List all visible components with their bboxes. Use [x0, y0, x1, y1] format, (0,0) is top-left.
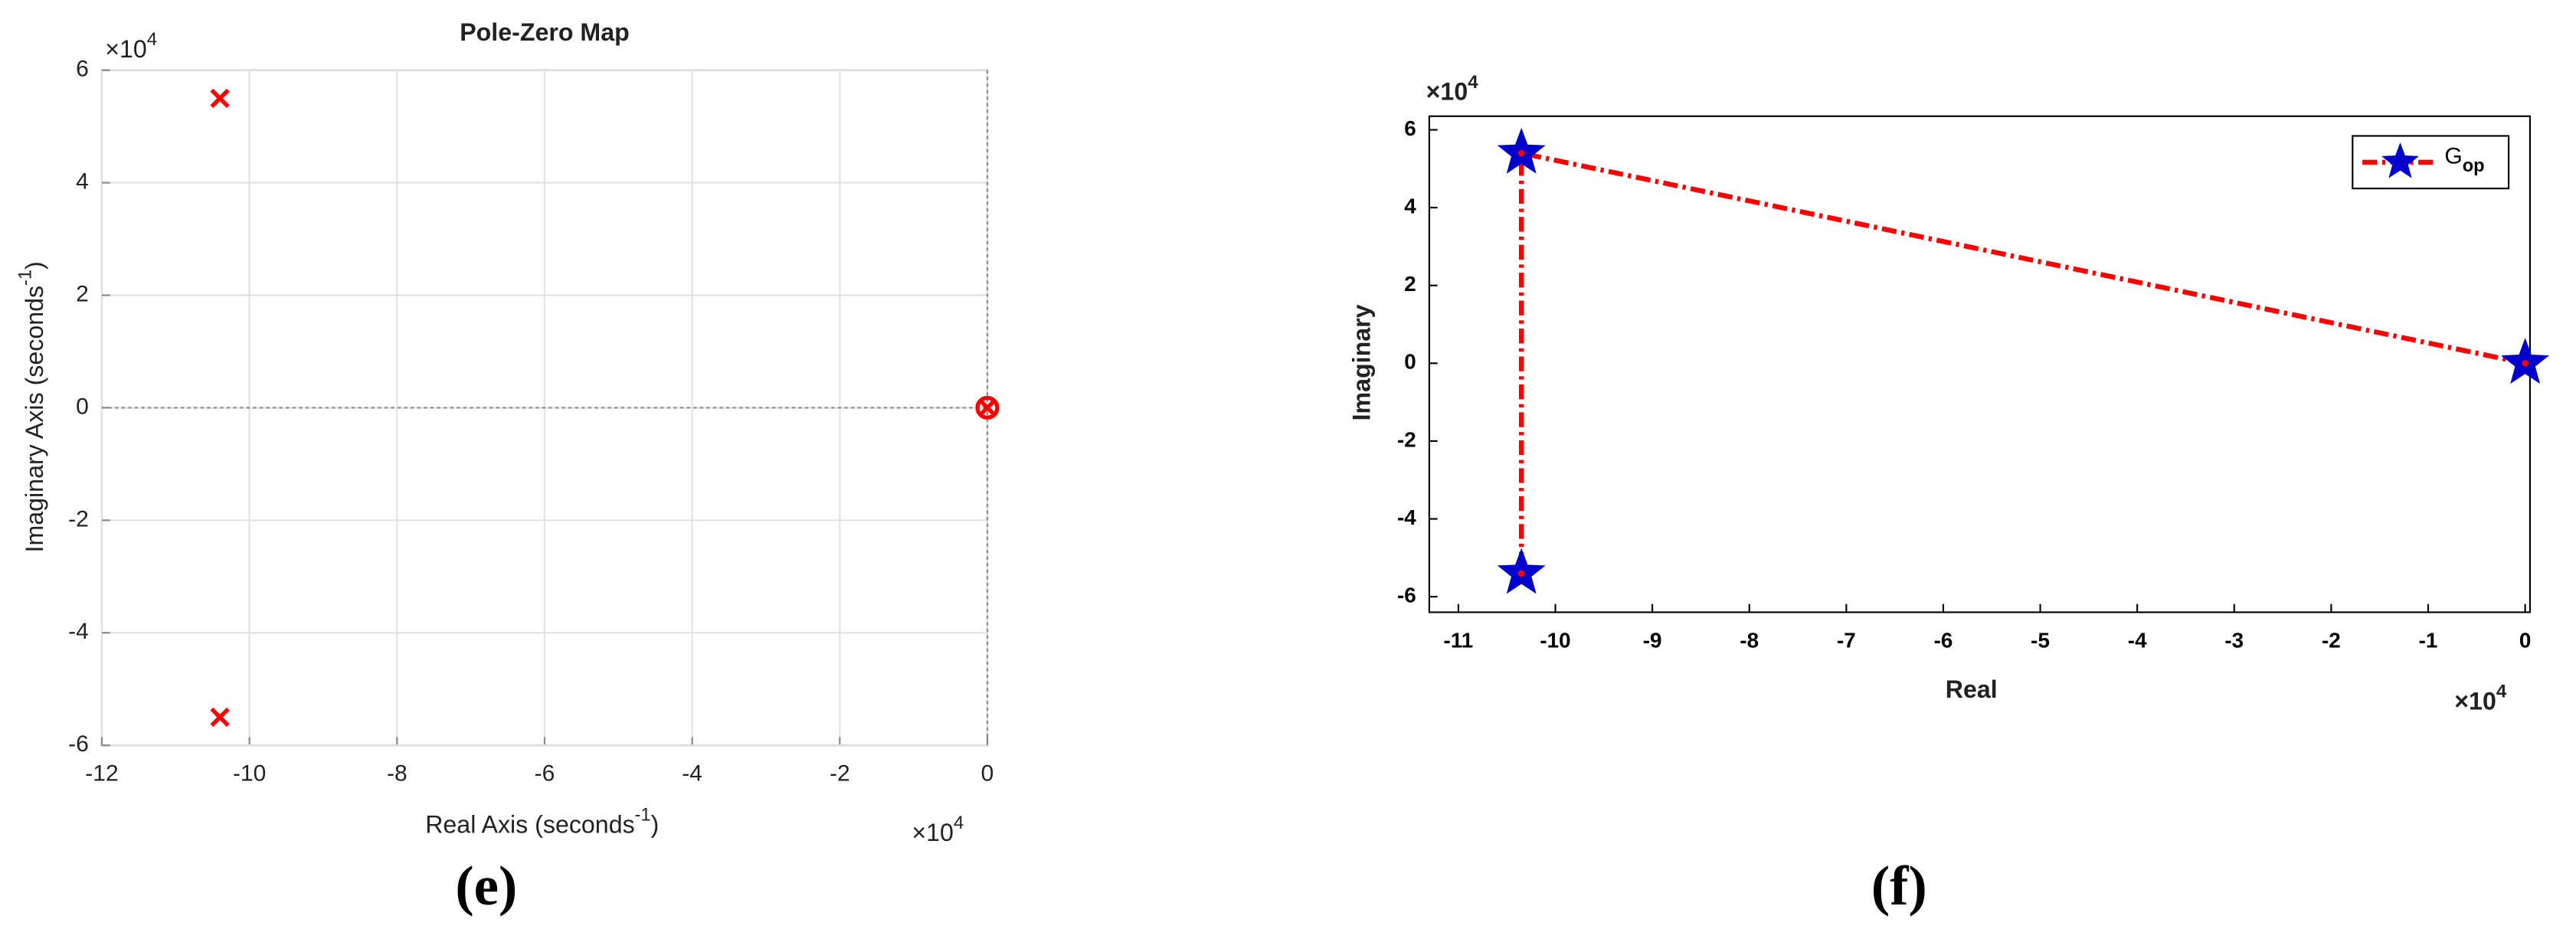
x-tick-label: -2	[830, 761, 850, 787]
x-tick-label: -6	[1934, 628, 1953, 652]
pole-marker	[977, 397, 997, 418]
label-part: )	[651, 810, 660, 838]
multiplier-base: ×10	[1426, 77, 1468, 105]
x-tick-label: -11	[1444, 628, 1474, 652]
x-tick-label: 0	[981, 761, 994, 787]
x-axis-label: Real Axis (seconds-1)	[425, 805, 659, 838]
y-axis-label: Imaginary Axis (seconds-1)	[15, 261, 48, 552]
x-tick-label: -10	[233, 761, 266, 787]
pole-marker	[210, 707, 230, 728]
zero-marker	[975, 395, 1000, 420]
label-superscript: -1	[635, 805, 651, 825]
star-center	[1517, 149, 1525, 157]
axis-multiplier: ×104	[105, 29, 157, 62]
x-tick-label: -8	[387, 761, 408, 787]
y-tick-label: 0	[76, 394, 89, 419]
axis-multiplier: ×104	[2454, 682, 2507, 715]
label-part: Real Axis (seconds	[425, 810, 634, 838]
label-part: Imaginary Axis (seconds	[21, 286, 48, 553]
x-tick-label: -7	[1837, 628, 1856, 652]
star-center	[1517, 570, 1525, 577]
y-tick-label: 2	[1404, 272, 1416, 296]
label-part: )	[21, 261, 48, 270]
caption: (e)	[455, 855, 517, 917]
axis-multiplier: ×104	[912, 813, 964, 846]
multiplier-exponent: 4	[1468, 72, 1478, 93]
multiplier-base: ×10	[2454, 687, 2496, 715]
y-axis-label: Imaginary	[1348, 304, 1376, 420]
x-tick-label: -10	[1540, 628, 1570, 652]
y-tick-label: -6	[1397, 583, 1416, 607]
multiplier-exponent: 4	[954, 813, 964, 834]
multiplier-exponent: 4	[2496, 682, 2507, 702]
multiplier-base: ×10	[912, 818, 954, 846]
x-tick-label: -1	[2419, 628, 2438, 652]
legend-star	[2381, 142, 2419, 178]
y-tick-label: 4	[76, 169, 89, 195]
y-tick-label: 0	[1404, 350, 1416, 374]
star-center	[2522, 360, 2529, 367]
multiplier-base: ×10	[105, 34, 147, 62]
x-tick-label: -4	[2128, 628, 2147, 652]
y-tick-label: 6	[1404, 116, 1416, 140]
y-tick-label: 2	[76, 281, 89, 306]
multiplier-exponent: 4	[147, 29, 157, 50]
y-tick-label: 4	[1404, 194, 1416, 218]
x-tick-label: -12	[85, 761, 118, 787]
label-superscript: -1	[15, 270, 35, 286]
y-tick-label: -4	[68, 619, 89, 644]
legend-subscript: op	[2463, 155, 2485, 175]
x-tick-label: -4	[682, 761, 702, 787]
x-tick-label: 0	[2519, 628, 2532, 652]
plot-area	[1428, 115, 2532, 613]
legend-label: Gop	[2444, 143, 2484, 175]
chart-title: Pole-Zero Map	[460, 18, 630, 46]
axis-multiplier: ×104	[1426, 72, 1479, 105]
x-tick-label: -5	[2031, 628, 2050, 652]
legend-name: G	[2444, 143, 2462, 168]
pole-marker	[210, 88, 230, 109]
y-tick-label: -2	[68, 506, 89, 532]
x-tick-label: -2	[2322, 628, 2341, 652]
x-tick-label: -9	[1643, 628, 1662, 652]
x-tick-label: -8	[1740, 628, 1759, 652]
y-tick-label: 6	[76, 57, 89, 82]
caption: (f)	[1871, 855, 1927, 917]
y-tick-label: -2	[1397, 427, 1416, 451]
y-tick-label: -6	[68, 731, 89, 757]
y-tick-label: -4	[1397, 505, 1416, 529]
x-axis-label: Real	[1946, 675, 1998, 703]
x-tick-label: -3	[2224, 628, 2244, 652]
x-tick-label: -6	[535, 761, 555, 787]
